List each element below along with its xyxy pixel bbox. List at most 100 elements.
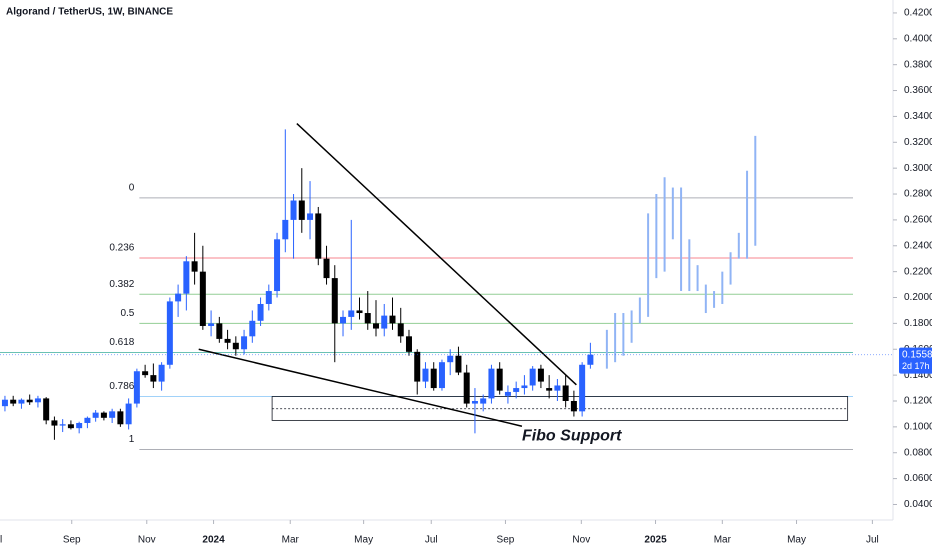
y-tick-label: 0.1800 — [904, 318, 932, 329]
candle-body — [307, 213, 314, 220]
x-tick-label: Jul — [866, 535, 879, 546]
fib-level-label: 0.5 — [120, 308, 134, 319]
candle-body — [208, 323, 215, 326]
candle-body — [389, 315, 396, 324]
candle-body — [100, 412, 107, 418]
y-tick-label: 0.4200 — [904, 8, 932, 19]
x-tick-label: Sep — [497, 535, 515, 546]
candle-body — [216, 323, 223, 339]
candle-body — [397, 323, 404, 337]
x-tick-label: May — [787, 535, 806, 546]
candle-body — [84, 417, 91, 423]
candle-body — [117, 411, 124, 425]
x-tick-label: Mar — [714, 535, 732, 546]
candle-body — [59, 424, 66, 426]
candle-body — [364, 313, 371, 324]
candle-body — [150, 375, 157, 382]
candle-body — [18, 399, 25, 404]
fib-level-label: 1 — [129, 434, 135, 445]
x-tick-label: 2024 — [202, 535, 225, 546]
candle-body — [183, 261, 190, 294]
y-tick-label: 0.2600 — [904, 215, 932, 226]
candle-body — [529, 368, 536, 386]
candle-body — [438, 362, 445, 389]
candle-body — [340, 316, 347, 324]
candle-body — [274, 239, 281, 292]
candle-body — [241, 336, 248, 350]
candle-body — [537, 368, 544, 382]
candle-body — [414, 351, 421, 382]
candle-body — [422, 368, 429, 382]
candle-body — [331, 278, 338, 324]
candle-body — [488, 368, 495, 399]
candle-body — [282, 219, 289, 240]
candle-body — [249, 320, 256, 337]
candle-body — [562, 385, 569, 401]
trend-line — [296, 122, 577, 386]
y-tick-label: 0.1400 — [904, 370, 932, 381]
candle-body — [381, 315, 388, 329]
candle-body — [348, 310, 355, 317]
candle-body — [224, 338, 231, 343]
candle-body — [290, 200, 297, 220]
candle-body — [587, 354, 594, 365]
candle-body — [554, 385, 561, 391]
x-tick-label: Jul — [425, 535, 438, 546]
x-tick-label: Nov — [572, 535, 590, 546]
x-tick-label: Jul — [0, 535, 2, 546]
x-tick-label: Nov — [138, 535, 156, 546]
y-tick-label: 0.0400 — [904, 499, 932, 510]
candle-body — [76, 422, 83, 429]
candle-body — [570, 400, 577, 412]
candle-body — [471, 400, 478, 404]
y-tick-label: 0.1200 — [904, 396, 932, 407]
candle-body — [191, 261, 198, 272]
candle-body — [43, 398, 50, 421]
annotation: Fibo Support — [522, 427, 622, 444]
y-tick-label: 0.3400 — [904, 111, 932, 122]
candle-body — [455, 355, 462, 373]
last-price-label: 0.1558 — [902, 349, 932, 360]
candle-body — [133, 371, 140, 404]
candle-body — [67, 424, 74, 429]
y-tick-label: 0.2400 — [904, 240, 932, 251]
candle-body — [356, 310, 363, 314]
y-tick-label: 0.0600 — [904, 473, 932, 484]
x-tick-label: Mar — [282, 535, 300, 546]
chart-title: Algorand / TetherUS, 1W, BINANCE — [6, 7, 173, 18]
candle-body — [373, 323, 379, 329]
candle-body — [51, 420, 58, 426]
candle-body — [158, 364, 165, 382]
candle-body — [125, 403, 132, 425]
x-tick-label: May — [354, 535, 373, 546]
candle-body — [480, 398, 487, 404]
candle-body — [232, 342, 239, 350]
fib-level-label: 0 — [129, 183, 135, 194]
y-tick-label: 0.2000 — [904, 292, 932, 303]
y-tick-label: 0.2800 — [904, 189, 932, 200]
y-tick-label: 0.2200 — [904, 266, 932, 277]
candle-body — [26, 399, 33, 403]
y-tick-label: 0.3800 — [904, 59, 932, 70]
last-price-box — [899, 347, 932, 374]
candle-body — [579, 364, 586, 412]
y-tick-label: 0.0800 — [904, 447, 932, 458]
trend-line — [198, 348, 523, 427]
candle-body — [405, 336, 412, 352]
y-tick-label: 0.3600 — [904, 85, 932, 96]
candle-body — [166, 301, 173, 365]
x-tick-label: Sep — [63, 535, 81, 546]
fib-level-label: 0.236 — [109, 243, 134, 254]
fib-level-label: 0.382 — [109, 279, 134, 290]
candle-body — [142, 371, 149, 376]
candle-body — [175, 293, 182, 302]
fib-level-label: 0.618 — [109, 337, 134, 348]
candle-body — [298, 200, 305, 220]
candle-body — [315, 213, 322, 259]
candle-body — [1, 399, 8, 407]
candle-body — [109, 411, 116, 418]
x-tick-label: 2025 — [644, 535, 667, 546]
candle-body — [513, 388, 520, 392]
candle-body — [430, 368, 437, 389]
